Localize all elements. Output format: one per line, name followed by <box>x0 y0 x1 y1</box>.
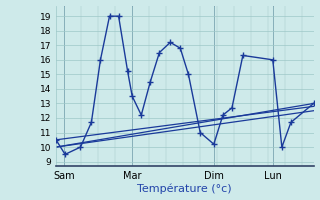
X-axis label: Température (°c): Température (°c) <box>138 184 232 194</box>
